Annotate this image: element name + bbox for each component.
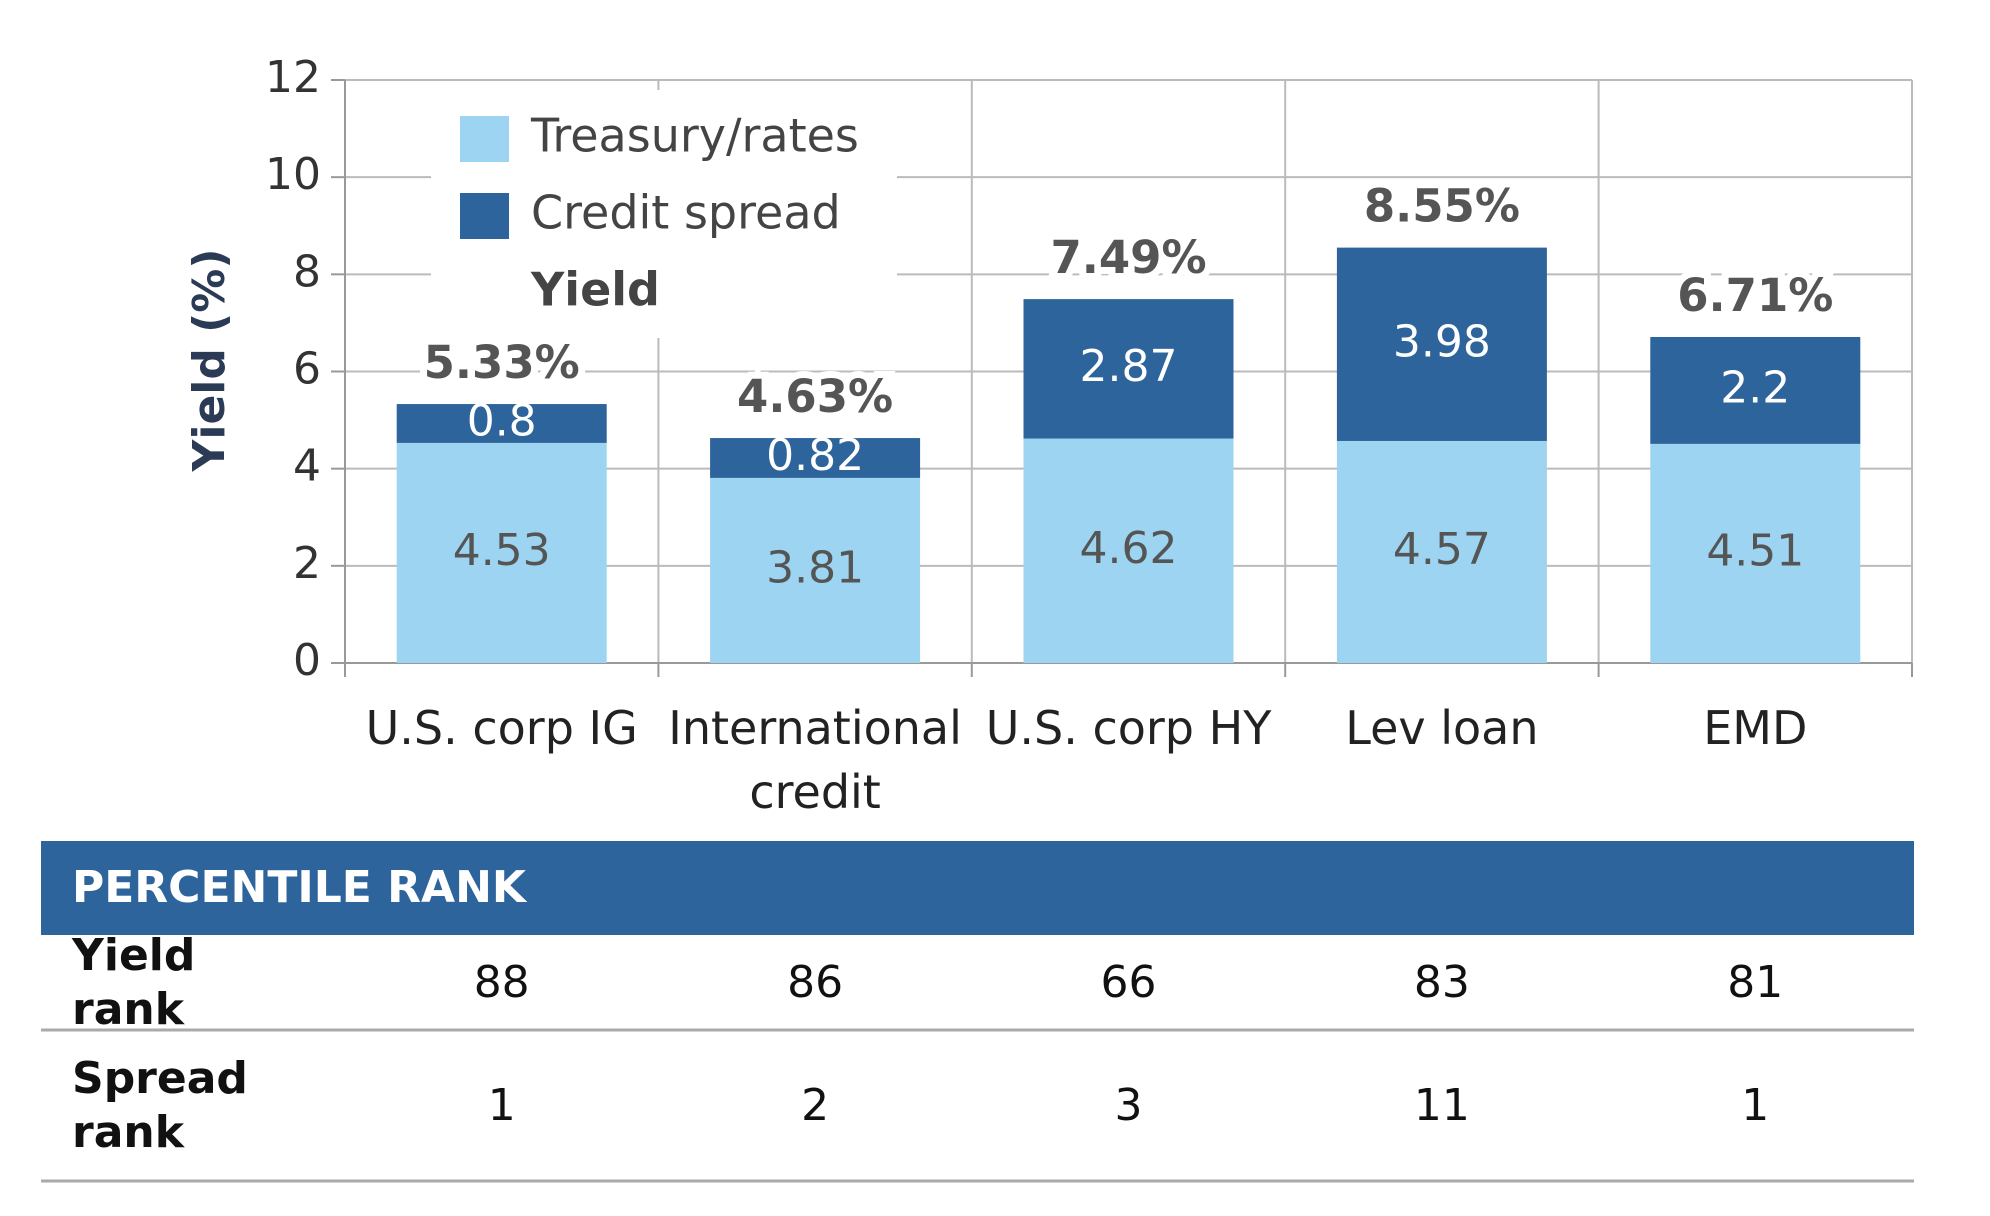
bar-segment — [1650, 337, 1861, 444]
table-cell: 88 — [473, 957, 530, 1008]
table-cell: 11 — [1413, 1080, 1470, 1131]
x-tick-label: U.S. corp IG — [365, 701, 638, 755]
x-tick-label: Lev loan — [1345, 701, 1539, 755]
bar-segment — [396, 442, 607, 663]
table-cell: 3 — [1114, 1080, 1143, 1131]
table-cell: 1 — [1741, 1080, 1770, 1131]
table-title: PERCENTILE RANK — [72, 862, 528, 913]
bar-segment — [710, 438, 921, 478]
segment-label: 3.98 — [1393, 316, 1491, 367]
segment-label: 0.82 — [766, 430, 864, 481]
segment-label: 0.8 — [467, 395, 537, 446]
table-header — [41, 841, 1914, 935]
segment-label: 2.87 — [1080, 341, 1178, 392]
total-label: 8.55% — [1364, 180, 1520, 233]
total-label: 6.71% — [1677, 269, 1833, 322]
bar-segment — [710, 477, 921, 663]
bar-segment — [396, 404, 607, 443]
y-axis-label: Yield (%) — [184, 249, 235, 473]
segment-label: 4.53 — [453, 525, 551, 576]
bar-segment — [1023, 438, 1234, 663]
segment-label: 3.81 — [766, 542, 864, 593]
bar-segment — [1023, 299, 1234, 439]
table-cell: 2 — [801, 1080, 830, 1131]
bar-segment — [1336, 247, 1547, 441]
table-cell: 86 — [787, 957, 844, 1008]
table-cell: 83 — [1413, 957, 1470, 1008]
segment-label: 2.2 — [1720, 362, 1790, 413]
legend-label: Treasury/rates — [530, 109, 859, 163]
bar-segment — [1650, 443, 1861, 663]
y-tick-label: 2 — [293, 538, 321, 589]
table-cell: 1 — [487, 1080, 516, 1131]
legend-label: Credit spread — [531, 186, 841, 240]
y-tick-label: 8 — [293, 246, 321, 297]
x-tick-label: U.S. corp HY — [985, 701, 1272, 755]
y-tick-label: 0 — [293, 635, 321, 686]
bar-segment — [1336, 440, 1547, 663]
segment-label: 4.51 — [1706, 525, 1804, 576]
y-tick-label: 10 — [265, 149, 321, 200]
total-label: 7.49% — [1050, 231, 1206, 284]
x-tick-label: EMD — [1703, 701, 1808, 755]
y-tick-label: 12 — [265, 52, 321, 103]
row-label: Spread rank — [72, 1052, 248, 1158]
y-tick-label: 6 — [293, 344, 321, 395]
table-cell: 66 — [1100, 957, 1157, 1008]
segment-label: 4.62 — [1080, 523, 1178, 574]
total-label: 5.33% — [424, 336, 580, 389]
segment-label: 4.57 — [1393, 524, 1491, 575]
total-label: 4.63% — [737, 370, 893, 423]
y-tick-label: 4 — [293, 441, 321, 492]
row-label: Yield rank — [72, 929, 196, 1035]
legend-swatch — [460, 193, 509, 239]
legend-swatch — [460, 116, 509, 162]
legend-label: Yield — [530, 263, 660, 317]
table-cell: 81 — [1727, 957, 1784, 1008]
x-tick-label: International credit — [668, 701, 962, 819]
